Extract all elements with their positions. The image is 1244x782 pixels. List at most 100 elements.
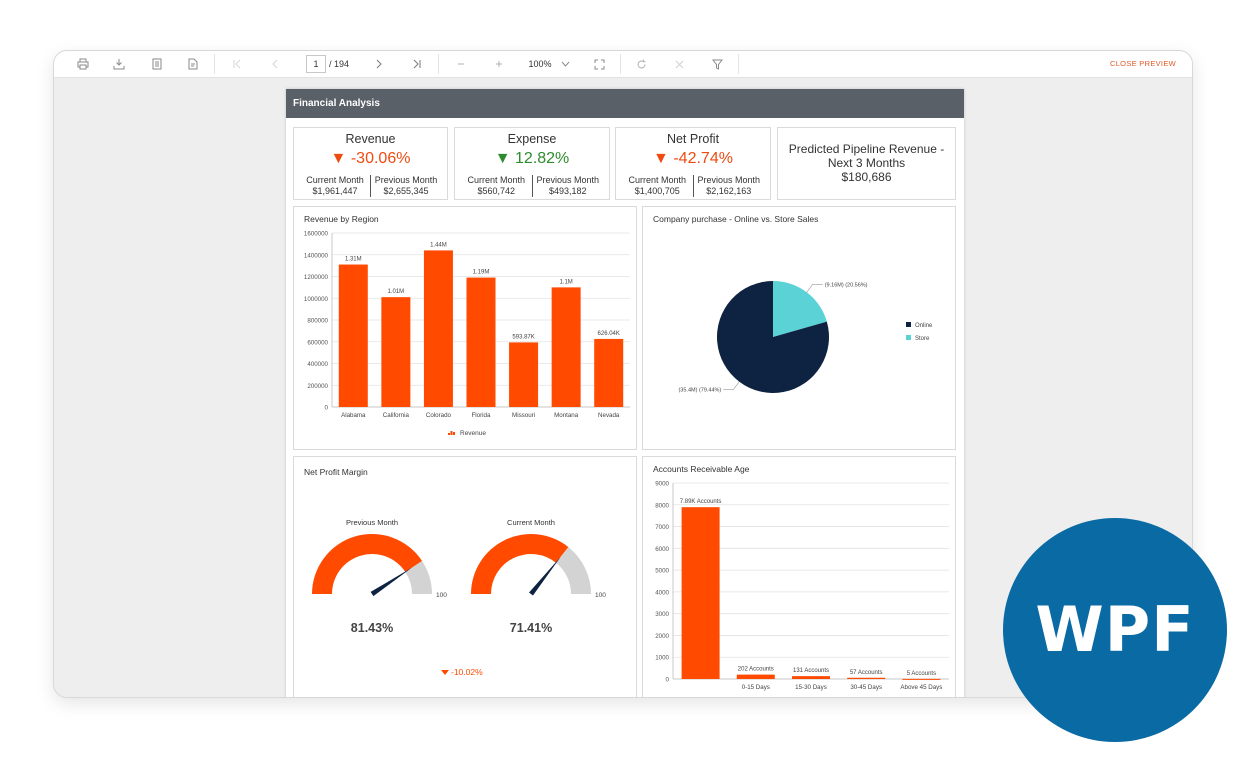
- category-label: Above 45 Days: [900, 684, 942, 691]
- y-tick-label: 0: [666, 677, 670, 684]
- net-profit-margin-panel: Net Profit Margin Previous Month 100 81.43…: [293, 456, 637, 697]
- data-label: 1.19M: [473, 270, 490, 276]
- data-label: 57 Accounts: [850, 670, 883, 676]
- kpi-previous-month: Previous Month $2,655,345: [370, 175, 441, 197]
- chart-title: Company purchase - Online vs. Store Sale…: [653, 214, 819, 224]
- wpf-badge: WPF: [1003, 518, 1227, 742]
- category-label: Florida: [472, 412, 491, 419]
- bar: [594, 338, 624, 407]
- trend-down-icon: [441, 670, 449, 675]
- zoom-dropdown-icon[interactable]: [558, 51, 572, 77]
- y-tick-label: 4000: [655, 589, 669, 596]
- y-tick-label: 1000000: [304, 296, 329, 303]
- data-label: 131 Accounts: [793, 668, 829, 674]
- data-label: 5 Accounts: [907, 671, 936, 677]
- y-tick-label: 3000: [655, 611, 669, 618]
- kpi-previous-month: Previous Month $493,182: [531, 175, 604, 197]
- y-tick-label: 400000: [307, 361, 328, 368]
- y-tick-label: 1200000: [304, 274, 329, 281]
- gauge-track-arc: [405, 560, 432, 594]
- bar: [338, 264, 368, 407]
- category-label: 15-30 Days: [795, 684, 827, 691]
- y-tick-label: 200000: [307, 383, 328, 390]
- bar: [902, 678, 941, 680]
- y-tick-label: 5000: [655, 568, 669, 575]
- legend-label: Revenue: [460, 430, 486, 437]
- toolbar-separator: [620, 54, 621, 74]
- y-tick-label: 1400000: [304, 252, 329, 259]
- kpi-title: Net Profit: [666, 132, 720, 146]
- revenue-bar-chart: 0 200000 400000 600000 800000 1000000 1200000 1…: [304, 231, 630, 437]
- previous-page-icon[interactable]: [266, 51, 284, 77]
- first-page-icon[interactable]: [228, 51, 246, 77]
- panel-title: Net Profit Margin: [304, 467, 368, 477]
- trend-up-icon: ▼: [494, 150, 511, 167]
- margin-delta: -10.02%: [451, 667, 483, 677]
- kpi-change: ▼ -42.74%: [653, 150, 733, 167]
- data-label: 1.01M: [388, 289, 405, 295]
- zoom-level[interactable]: 100%: [528, 59, 552, 69]
- legend-bar: [450, 431, 453, 435]
- close-preview-button[interactable]: CLOSE PREVIEW: [1110, 59, 1176, 68]
- trend-down-icon: ▼: [330, 150, 347, 167]
- kpi-title: Expense: [507, 132, 557, 146]
- chart-title: Accounts Receivable Age: [653, 464, 750, 474]
- kpi-change: ▼ 12.82%: [494, 150, 570, 167]
- page-number-input[interactable]: 1: [306, 55, 326, 73]
- fit-page-icon[interactable]: [590, 51, 608, 77]
- kpi-change: ▼ -30.06%: [330, 150, 411, 167]
- trend-down-icon: ▼: [653, 150, 669, 167]
- kpi-card-expense: Expense ▼ 12.82% Current Month $560,742 P…: [454, 127, 610, 200]
- next-page-icon[interactable]: [370, 51, 388, 77]
- y-tick-label: 2000: [655, 633, 669, 640]
- legend-bar-icon: [448, 431, 455, 435]
- export-icon[interactable]: [110, 51, 128, 77]
- bar: [466, 277, 496, 407]
- data-label: 7.89K Accounts: [680, 499, 722, 505]
- kpi-card-net-profit: Net Profit ▼ -42.74% Current Month $1,400…: [615, 127, 771, 200]
- data-label: 593.87K: [512, 334, 534, 340]
- category-label: 0-15 Days: [742, 684, 770, 691]
- kpi-current-month: Current Month $560,742: [467, 175, 526, 196]
- report-page: Financial Analysis Revenue ▼ -30.06% Cur…: [286, 89, 964, 697]
- data-label: 202 Accounts: [738, 667, 774, 673]
- refresh-icon[interactable]: [632, 51, 650, 77]
- y-tick-label: 8000: [655, 502, 669, 509]
- predicted-pipeline-text: Predicted Pipeline Revenue - Next 3 Mont…: [788, 142, 945, 184]
- filter-icon[interactable]: [708, 51, 726, 77]
- zoom-in-icon[interactable]: [490, 51, 508, 77]
- print-icon[interactable]: [74, 51, 92, 77]
- page-setup-icon[interactable]: [148, 51, 166, 77]
- page-total: / 194: [328, 59, 350, 69]
- category-label: 30-45 Days: [850, 684, 882, 691]
- legend-bar: [453, 432, 455, 435]
- leader-line: [806, 283, 823, 293]
- cancel-icon[interactable]: [670, 51, 688, 77]
- y-tick-label: 0: [325, 405, 329, 412]
- data-label: 626.04K: [598, 331, 620, 337]
- gauge-max-label: 100: [595, 592, 606, 599]
- category-label: Missouri: [512, 412, 535, 419]
- gauge-value-arc: [312, 534, 423, 594]
- y-tick-label: 1000: [655, 655, 669, 662]
- last-page-icon[interactable]: [408, 51, 426, 77]
- kpi-current-month: Current Month $1,400,705: [628, 175, 687, 196]
- bar: [551, 287, 581, 407]
- gauge-label: Current Month: [507, 518, 555, 527]
- report-preview-window: 1 / 194 100% CLOSE P: [53, 50, 1193, 698]
- zoom-out-icon[interactable]: [452, 51, 470, 77]
- category-label: Alabama: [341, 412, 366, 419]
- bar: [509, 342, 539, 407]
- document-icon[interactable]: [184, 51, 202, 77]
- y-tick-label: 7000: [655, 524, 669, 531]
- kpi-card-predicted-pipeline: Predicted Pipeline Revenue - Next 3 Mont…: [777, 127, 956, 200]
- slice-label: (35.4M) (79.44%): [678, 388, 721, 394]
- pie-slice: [773, 281, 827, 337]
- data-label: 1.1M: [559, 279, 572, 285]
- accounts-receivable-panel: Accounts Receivable Age 0 1000 2000 3000 400…: [642, 456, 956, 697]
- toolbar: 1 / 194 100% CLOSE P: [54, 51, 1192, 78]
- receivable-bar-chart: 0 1000 2000 3000 4000 5000 6000 7000 8000 9000 7.8…: [655, 481, 949, 691]
- kpi-previous-month: Previous Month $2,162,163: [692, 175, 765, 197]
- toolbar-separator: [214, 54, 215, 74]
- gauge-value-arc: [471, 534, 569, 594]
